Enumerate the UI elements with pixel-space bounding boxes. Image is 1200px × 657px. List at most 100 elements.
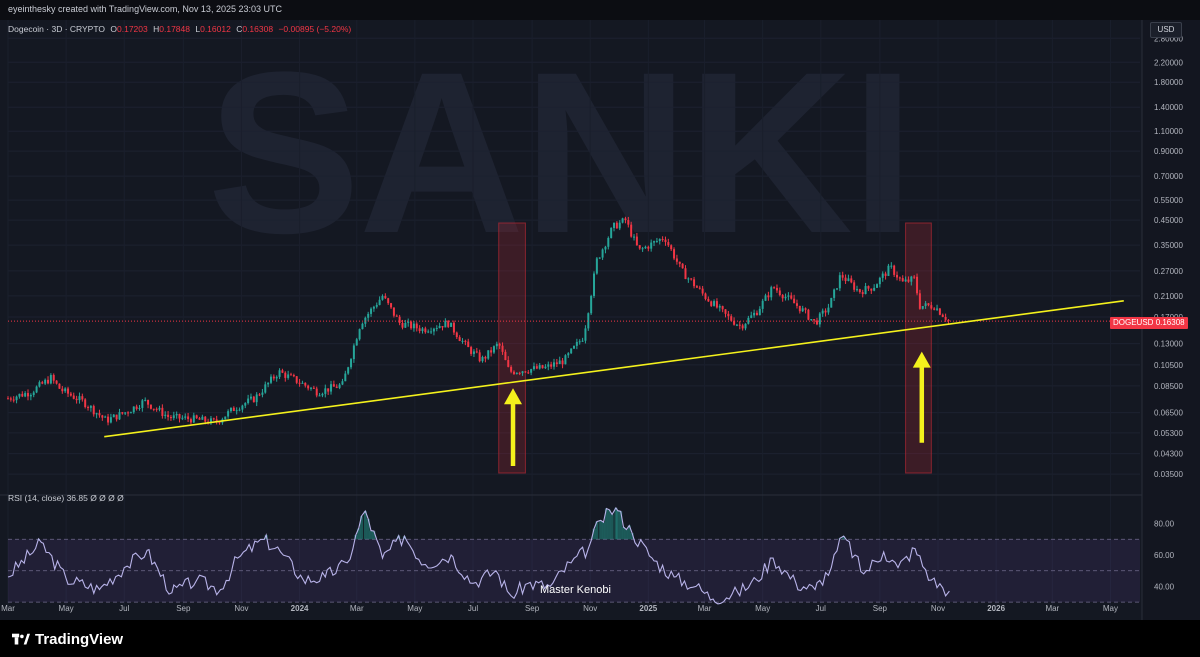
time-tick-label: 2026 [987,604,1005,613]
candle-body [187,416,190,420]
candle-body [770,287,773,298]
candle-body [801,308,804,312]
candle-body [492,346,495,353]
tradingview-logo[interactable]: TradingView [12,631,123,648]
candle-body [84,399,87,408]
price-tick-label: 0.35000 [1154,241,1183,250]
candle-body [804,308,807,310]
candle-body [104,416,107,418]
symbol-legend[interactable]: Dogecoin · 3D · CRYPTO O0.17203 H0.17848… [8,24,351,34]
candle-body [318,395,321,397]
candle-body [167,414,170,417]
candle-body [778,290,781,296]
time-tick-label: 2024 [291,604,309,613]
time-tick-label: Mar [1,604,15,613]
candle-body [890,265,893,267]
candle-body [332,384,335,387]
candle-body [624,218,627,221]
candle-body [378,299,381,305]
candle-body [135,406,138,409]
candle-body [744,323,747,329]
rsi-legend[interactable]: RSI (14, close) 36.85 Ø Ø Ø Ø [8,493,124,503]
candle-body [667,242,670,246]
candle-body [147,399,150,405]
candle-body [175,413,178,416]
candle-body [635,236,638,246]
candle-body [921,306,924,309]
candle-body [178,413,181,419]
candle-body [535,366,538,369]
candle-body [601,249,604,258]
currency-button[interactable]: USD [1150,22,1182,38]
candle-body [495,343,498,347]
candle-body [475,351,478,353]
tradingview-wordmark: TradingView [35,631,124,648]
candle-body [867,286,870,289]
candle-body [918,293,921,309]
candle-body [490,350,493,353]
candle-body [304,382,307,386]
time-tick-label: May [407,604,422,613]
time-tick-label: Mar [350,604,364,613]
candle-body [758,308,761,316]
time-tick-label: May [59,604,74,613]
candle-body [707,298,710,302]
candle-body [387,298,390,304]
candle-body [232,407,235,412]
candle-body [524,371,527,373]
candle-body [798,305,801,312]
candle-body [838,275,841,289]
candle-body [27,393,30,397]
candle-body [341,381,344,385]
candle-body [464,340,467,342]
candle-body [47,379,50,384]
candle-body [367,313,370,318]
candle-body [89,406,92,408]
candle-body [430,331,433,333]
candle-body [747,317,750,324]
rsi-tick-label: 40.00 [1154,582,1175,591]
candle-body [738,324,741,326]
candle-body [355,339,358,346]
candle-body [678,261,681,264]
candle-body [484,356,487,359]
candle-body [375,304,378,307]
low-value: 0.16012 [200,24,231,34]
candle-body [715,301,718,308]
candle-body [684,268,687,280]
candle-body [138,407,141,409]
candle-body [361,323,364,330]
candle-body [821,310,824,314]
candle-body [169,416,172,419]
candle-body [681,263,684,269]
price-tick-label: 0.13000 [1154,340,1183,349]
credit-bar: eyeinthesky created with TradingView.com… [0,0,1200,20]
time-tick-label: Jul [119,604,129,613]
price-tick-label: 0.05300 [1154,429,1183,438]
candle-body [455,332,458,338]
candle-body [152,408,155,410]
time-tick-label: 2025 [639,604,657,613]
time-tick-label: Mar [698,604,712,613]
candle-body [401,322,404,328]
candle-body [227,411,230,417]
candle-body [633,236,636,238]
candle-body [204,416,207,422]
candle-body [312,387,315,389]
time-tick-label: Nov [583,604,597,613]
candle-body [750,315,753,318]
candle-body [818,313,821,325]
candle-body [292,374,295,377]
price-chart[interactable]: 2.80000 2.20000 1.80000 1.40000 1.10000 0.900… [0,20,1200,620]
candle-body [584,328,587,341]
candle-body [690,278,693,280]
candle-body [775,287,778,291]
candle-body [704,293,707,299]
candle-body [876,284,879,288]
price-tick-label: 0.27000 [1154,267,1183,276]
chart-area[interactable]: SANKI 2.80000 2.20000 1.80000 1.40000 1.1000… [0,20,1200,620]
candle-body [653,241,656,243]
candle-body [887,265,890,276]
candle-body [713,301,716,306]
